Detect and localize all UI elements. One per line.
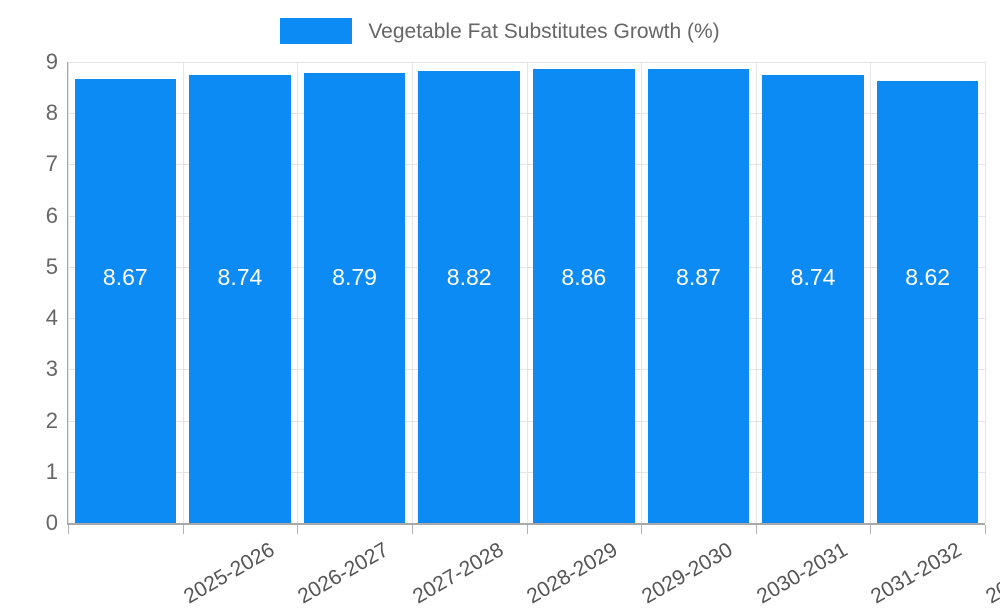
bar-2032-2033[interactable]: 8.62 — [876, 62, 979, 523]
gridline-x-8 — [985, 62, 986, 523]
x-tick-mark-6 — [756, 525, 757, 534]
legend-color-swatch-icon — [280, 18, 353, 44]
gridline-y-1 — [68, 471, 985, 473]
bar-2027-2028[interactable]: 8.79 — [303, 62, 406, 523]
bar-rect — [189, 75, 291, 523]
legend-label: Vegetable Fat Substitutes Growth (%) — [368, 19, 720, 43]
x-tick-label-2032-2033: 2032-2033 — [981, 538, 1000, 608]
bar-rect — [303, 72, 406, 523]
bar-value-label: 8.74 — [217, 264, 263, 291]
bar-rect — [533, 69, 635, 523]
y-axis-tick-labels: 9 8 7 6 5 4 3 2 1 0 — [0, 0, 58, 600]
x-tick-label-2025-2026: 2025-2026 — [179, 538, 278, 608]
x-tick-label-2028-2029: 2028-2029 — [523, 538, 622, 608]
gridline-y-7 — [68, 164, 985, 166]
y-tick-label-9: 9 — [45, 49, 58, 74]
x-tick-mark-8 — [985, 525, 986, 534]
y-tick-label-2: 2 — [45, 407, 58, 433]
gridline-y-9 — [68, 62, 985, 63]
gridline-x-0 — [68, 62, 69, 523]
gridline-y-3 — [68, 369, 985, 371]
gridline-x-1 — [183, 62, 184, 523]
gridline-y-5 — [68, 266, 985, 268]
bar-2025-2026[interactable]: 8.67 — [74, 62, 177, 523]
gridline-x-5 — [641, 62, 642, 523]
bar-rect — [418, 71, 520, 523]
y-tick-label-3: 3 — [45, 356, 58, 382]
bar-value-label: 8.74 — [790, 264, 836, 291]
gridline-x-3 — [412, 62, 413, 523]
bar-rect — [876, 81, 979, 523]
x-tick-label-2031-2032: 2031-2032 — [867, 538, 966, 608]
bar-value-label: 8.62 — [905, 264, 951, 291]
x-tick-label-2030-2031: 2030-2031 — [752, 538, 852, 608]
bar-2028-2029[interactable]: 8.82 — [418, 62, 520, 523]
y-tick-label-1: 1 — [45, 458, 58, 484]
bar-2026-2027[interactable]: 8.74 — [189, 62, 291, 523]
gridline-y-4 — [68, 318, 985, 320]
y-tick-label-4: 4 — [45, 305, 58, 331]
bar-series: 8.67 8.74 8.79 8.82 8.86 8.87 8.74 8.62 — [68, 62, 985, 523]
x-tick-mark-3 — [412, 525, 413, 534]
x-tick-mark-2 — [297, 525, 298, 534]
x-tick-mark-0 — [68, 525, 69, 534]
chart-legend: Vegetable Fat Substitutes Growth (%) — [0, 14, 1000, 48]
y-tick-label-7: 7 — [45, 151, 58, 177]
gridline-y-8 — [68, 113, 985, 115]
bar-2030-2031[interactable]: 8.87 — [647, 62, 750, 523]
x-tick-mark-5 — [641, 525, 642, 534]
x-tick-mark-4 — [527, 525, 528, 534]
x-tick-label-2027-2028: 2027-2028 — [408, 538, 508, 608]
gridline-y-0 — [68, 523, 985, 525]
bar-rect — [647, 68, 750, 523]
x-tick-label-2026-2027: 2026-2027 — [294, 538, 393, 608]
y-tick-label-8: 8 — [45, 100, 58, 126]
bar-value-label: 8.79 — [332, 264, 377, 291]
gridline-x-7 — [870, 62, 871, 523]
gridline-x-6 — [756, 62, 757, 523]
bar-value-label: 8.86 — [561, 264, 607, 291]
x-tick-mark-7 — [870, 525, 871, 534]
x-tick-label-2029-2030: 2029-2030 — [638, 538, 737, 608]
gridline-x-2 — [297, 62, 298, 523]
gridline-y-2 — [68, 420, 985, 422]
bar-value-label: 8.87 — [676, 264, 721, 291]
legend-item-vegetable-fat-substitutes-growth[interactable]: Vegetable Fat Substitutes Growth (%) — [280, 18, 720, 44]
plot-area: 8.67 8.74 8.79 8.82 8.86 8.87 8.74 8.62 — [68, 62, 986, 525]
gridline-y-6 — [68, 215, 985, 217]
bar-2031-2032[interactable]: 8.74 — [762, 62, 864, 523]
bar-2029-2030[interactable]: 8.86 — [533, 62, 635, 523]
x-tick-mark-1 — [183, 525, 184, 534]
gridline-x-4 — [527, 62, 528, 523]
bar-rect — [74, 78, 177, 523]
bar-value-label: 8.67 — [102, 264, 148, 291]
y-tick-label-0: 0 — [45, 510, 58, 535]
bar-rect — [762, 75, 864, 523]
y-tick-label-5: 5 — [45, 253, 58, 279]
y-tick-label-6: 6 — [45, 202, 58, 228]
bar-value-label: 8.82 — [446, 264, 492, 291]
x-axis-tick-labels: 2025-2026 2026-2027 2027-2028 2028-2029 2029… — [68, 525, 1000, 608]
